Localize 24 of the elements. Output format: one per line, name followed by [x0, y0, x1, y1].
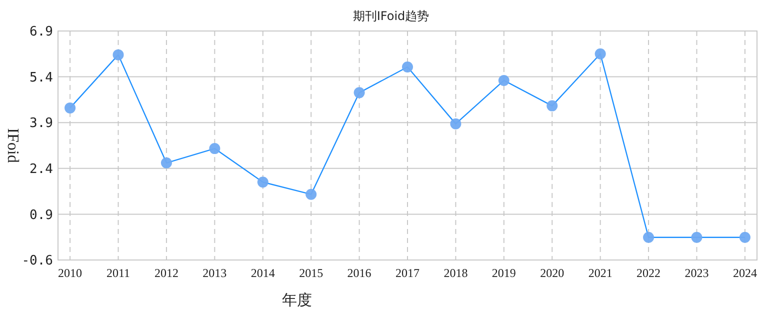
x-tick-label: 2017 [396, 266, 420, 280]
x-tick-label: 2021 [588, 266, 612, 280]
y-tick-label: 0.9 [30, 208, 53, 223]
x-tick-label: 2011 [106, 266, 130, 280]
x-tick-label: 2012 [154, 266, 178, 280]
x-tick-label: 2024 [732, 266, 757, 280]
x-tick-label: 2018 [444, 266, 468, 280]
y-tick-label: -0.6 [22, 254, 53, 269]
x-tick-label: 2023 [684, 266, 709, 280]
x-tick-label: 2013 [202, 266, 227, 280]
y-tick-label: 5.4 [30, 70, 54, 86]
x-tick-label: 2016 [347, 266, 372, 280]
y-tick-label: 6.9 [30, 24, 53, 40]
x-tick-label: 2020 [540, 266, 564, 280]
y-tick-label: 2.4 [30, 162, 54, 177]
x-tick-label: 2010 [58, 266, 82, 280]
y-tick-label: 3.9 [30, 116, 53, 132]
x-tick-label: 2019 [492, 266, 516, 280]
chart-title: 期刊IFoid趋势 [352, 9, 430, 23]
y-axis-title: IFoid [4, 128, 21, 163]
x-axis-title: 年度 [282, 291, 312, 309]
x-tick-label: 2014 [250, 266, 275, 280]
x-tick-label: 2022 [636, 266, 661, 280]
x-tick-label: 2015 [299, 266, 324, 280]
